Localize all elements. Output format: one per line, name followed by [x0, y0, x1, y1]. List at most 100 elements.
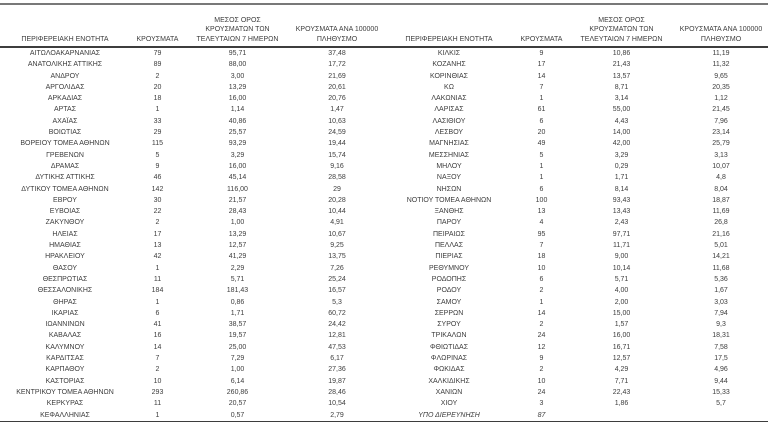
table-row: ΥΠΟ ΔΙΕΡΕΥΝΗΣΗ 87 — [384, 409, 768, 422]
cell-avg7: 13,29 — [228, 230, 247, 238]
cell-avg7: 0,86 — [230, 298, 245, 306]
table-row: ΠΙΕΡΙΑΣ 18 9,00 14,21 — [384, 251, 768, 262]
cell-region: ΣΥΡΟΥ — [437, 321, 461, 329]
table-row: ΚΕΝΤΡΙΚΟΥ ΤΟΜΕΑ ΑΘΗΝΩΝ 293 260,86 28,46 — [0, 387, 384, 398]
cell-avg7: 22,43 — [612, 388, 631, 396]
cell-region: ΚΑΡΔΙΤΣΑΣ — [46, 355, 84, 363]
cell-cases: 49 — [537, 140, 546, 148]
cell-cases: 79 — [153, 50, 162, 57]
cell-per100k: 7,26 — [330, 264, 344, 272]
cell-cases: 1 — [130, 409, 185, 422]
table-row: ΣΑΜΟΥ 1 2,00 3,03 — [384, 297, 768, 308]
cell-cases: 24 — [537, 388, 546, 396]
cell-cases: 1 — [155, 106, 160, 114]
cell-per100k: 7,58 — [714, 343, 728, 351]
cell-avg7: 6,14 — [230, 377, 245, 385]
header-row: ΠΕΡΙΦΕΡΕΙΑΚΗ ΕΝΟΤΗΤΑ ΚΡΟΥΣΜΑΤΑ ΜΕΣΟΣ ΟΡΟ… — [384, 4, 768, 48]
cell-region: ΙΩΑΝΝΙΝΩΝ — [45, 321, 85, 329]
cell-region: ΔΡΑΜΑΣ — [50, 162, 80, 170]
cell-avg7: 3,00 — [230, 72, 245, 80]
cell-region: ΝΗΣΩΝ — [436, 185, 462, 193]
cell-region: ΡΟΔΟΥ — [436, 287, 462, 295]
cell-cases: 29 — [153, 129, 162, 137]
cell-region: ΘΕΣΠΡΩΤΙΑΣ — [42, 275, 88, 283]
table-row: ΜΗΛΟΥ 1 0,29 10,07 — [384, 161, 768, 172]
cell-cases: 1 — [539, 298, 544, 306]
cell-cases: 6 — [539, 185, 544, 193]
cell-per100k: 4,96 — [714, 366, 728, 374]
table-row: ΡΟΔΟΠΗΣ 6 5,71 5,36 — [384, 274, 768, 285]
cell-avg7: 10,86 — [612, 50, 631, 57]
cell-per100k: 20,35 — [712, 83, 730, 91]
cell-per100k: 10,54 — [328, 400, 346, 408]
cell-cases: 95 — [537, 230, 546, 238]
cell-avg7: 2,29 — [230, 264, 245, 272]
table-row: ΜΑΓΝΗΣΙΑΣ 49 42,00 25,79 — [384, 138, 768, 149]
table-body-left: ΑΙΤΩΛΟΑΚΑΡΝΑΝΙΑΣ 79 95,71 37,48 ΑΝΑΤΟΛΙΚΗΣ Α… — [0, 47, 384, 422]
cell-avg7: 13,43 — [612, 208, 631, 216]
cell-per100k: 21,45 — [712, 106, 730, 114]
cell-avg7: 25,57 — [228, 129, 247, 137]
table-row: ΘΕΣΣΑΛΟΝΙΚΗΣ 184 181,43 16,57 — [0, 285, 384, 296]
cell-per100k: 20,28 — [328, 196, 346, 204]
table-row: ΠΕΙΡΑΙΩΣ 95 97,71 21,16 — [384, 229, 768, 240]
cell-cases: 9 — [155, 162, 160, 170]
cell-avg7: 19,57 — [228, 332, 247, 340]
cell-per100k: 9,16 — [330, 162, 344, 170]
cell-per100k: 24,42 — [328, 321, 346, 329]
cell-region: ΠΙΕΡΙΑΣ — [435, 253, 463, 261]
tables-row: ΠΕΡΙΦΕΡΕΙΑΚΗ ΕΝΟΤΗΤΑ ΚΡΟΥΣΜΑΤΑ ΜΕΣΟΣ ΟΡΟ… — [0, 3, 768, 422]
cell-region: ΑΧΑΪΑΣ — [52, 117, 78, 125]
cell-cases: 9 — [539, 355, 544, 363]
table-header-left: ΠΕΡΙΦΕΡΕΙΑΚΗ ΕΝΟΤΗΤΑ ΚΡΟΥΣΜΑΤΑ ΜΕΣΟΣ ΟΡΟ… — [0, 4, 384, 48]
cell-cases: 14 — [537, 309, 546, 317]
table-row: ΑΙΤΩΛΟΑΚΑΡΝΑΝΙΑΣ 79 95,71 37,48 — [0, 47, 384, 59]
table-row: ΑΡΓΟΛΙΔΑΣ 20 13,29 20,61 — [0, 82, 384, 93]
cell-region: ΡΕΘΥΜΝΟΥ — [428, 264, 469, 272]
cell-cases: 184 — [151, 287, 164, 295]
cell-region: ΚΟΡΙΝΘΙΑΣ — [430, 72, 468, 80]
cell-per100k: 27,36 — [328, 366, 346, 374]
cell-region: ΙΚΑΡΙΑΣ — [51, 309, 79, 317]
cell-per100k: 28,58 — [328, 174, 346, 182]
table-row: ΘΗΡΑΣ 1 0,86 5,3 — [0, 297, 384, 308]
cell-region: ΑΡΤΑΣ — [53, 106, 77, 114]
table-row: ΓΡΕΒΕΝΩΝ 5 3,29 15,74 — [0, 150, 384, 161]
cell-cases: 20 — [153, 83, 162, 91]
cell-avg7: 9,00 — [614, 253, 629, 261]
cell-region: ΛΑΣΙΘΙΟΥ — [432, 117, 466, 125]
cell-per100k: 6,17 — [330, 355, 344, 363]
cell-avg7: 93,29 — [228, 140, 247, 148]
cell-avg7: 12,57 — [612, 355, 631, 363]
cell-region: ΒΟΙΩΤΙΑΣ — [48, 129, 82, 137]
cell-region: ΚΩ — [444, 83, 454, 91]
cell-avg7: 3,29 — [614, 151, 629, 159]
table-row: ΦΘΙΩΤΙΔΑΣ 12 16,71 7,58 — [384, 342, 768, 353]
table-row: ΠΕΛΛΑΣ 7 11,71 5,01 — [384, 240, 768, 251]
col-header-cases: ΚΡΟΥΣΜΑΤΑ — [514, 4, 569, 48]
table-row: ΑΝΑΤΟΛΙΚΗΣ ΑΤΤΙΚΗΣ 89 88,00 17,72 — [0, 59, 384, 70]
cell-per100k: 4,91 — [330, 219, 344, 227]
cell-region: ΤΡΙΚΑΛΩΝ — [431, 332, 467, 340]
cell-cases: 2 — [539, 287, 544, 295]
cell-region: ΗΛΕΙΑΣ — [52, 230, 78, 238]
cell-per100k: 10,44 — [328, 208, 346, 216]
cell-avg7: 1,14 — [230, 106, 245, 114]
cell-per100k: 7,96 — [714, 117, 728, 125]
cell-per100k — [674, 409, 768, 422]
cell-cases: 87 — [514, 409, 569, 422]
cell-cases: 7 — [539, 83, 544, 91]
cell-avg7: 1,57 — [614, 321, 629, 329]
cell-per100k: 11,68 — [712, 264, 730, 272]
cell-region: ΧΙΟΥ — [440, 400, 458, 408]
cell-avg7: 97,71 — [612, 230, 631, 238]
cell-cases: 41 — [153, 321, 162, 329]
table-row: ΚΟΖΑΝΗΣ 17 21,43 11,32 — [384, 59, 768, 70]
cell-cases: 5 — [539, 151, 544, 159]
table-row: ΚΟΡΙΝΘΙΑΣ 14 13,57 9,65 — [384, 71, 768, 82]
col-header-per100k: ΚΡΟΥΣΜΑΤΑ ΑΝΑ 100000 ΠΛΗΘΥΣΜΟ — [674, 4, 768, 48]
cell-per100k: 4,8 — [716, 174, 726, 182]
cell-cases: 10 — [153, 377, 162, 385]
cell-avg7: 13,57 — [612, 72, 631, 80]
cell-avg7: 28,43 — [228, 208, 247, 216]
